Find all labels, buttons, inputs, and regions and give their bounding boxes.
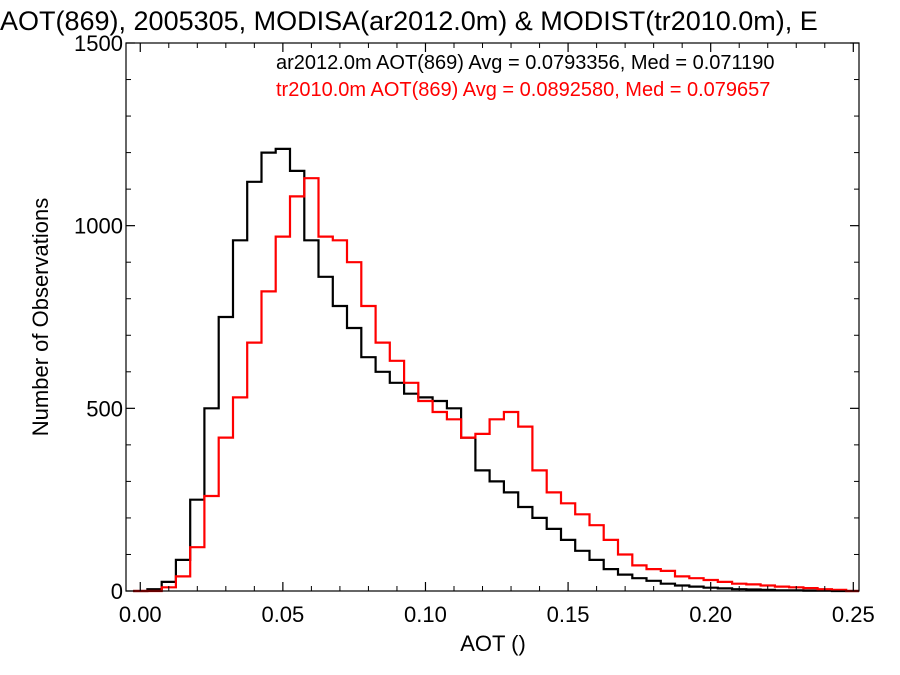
series-line-0 — [133, 147, 859, 593]
x-tick-label-2: 0.10 — [404, 602, 447, 627]
series-layer — [133, 147, 859, 593]
x-tick-label-4: 0.20 — [689, 602, 732, 627]
series-line-1 — [133, 177, 859, 593]
plot-frame — [125, 42, 860, 592]
y-tick-label-0: 0 — [111, 579, 123, 604]
y-axis-label: Number of Observations — [28, 198, 53, 436]
y-tick-label-1: 500 — [86, 396, 123, 421]
x-tick-label-0: 0.00 — [119, 602, 162, 627]
legend-entry-ar2012: ar2012.0m AOT(869) Avg = 0.0793356, Med … — [276, 52, 775, 74]
x-axis-label: AOT () — [460, 631, 526, 656]
ticks-layer: 0.00 0.05 0.10 0.15 0.20 0.25 0 500 1000 1500 — [74, 31, 875, 627]
x-tick-label-5: 0.25 — [832, 602, 875, 627]
y-tick-label-3: 1500 — [74, 31, 123, 56]
chart-title: AOT(869), 2005305, MODISA(ar2012.0m) & M… — [0, 6, 818, 36]
legend: ar2012.0m AOT(869) Avg = 0.0793356, Med … — [276, 52, 775, 101]
x-tick-label-3: 0.15 — [547, 602, 590, 627]
legend-entry-tr2010: tr2010.0m AOT(869) Avg = 0.0892580, Med … — [276, 79, 770, 101]
x-tick-label-1: 0.05 — [261, 602, 304, 627]
y-tick-label-2: 1000 — [74, 214, 123, 239]
